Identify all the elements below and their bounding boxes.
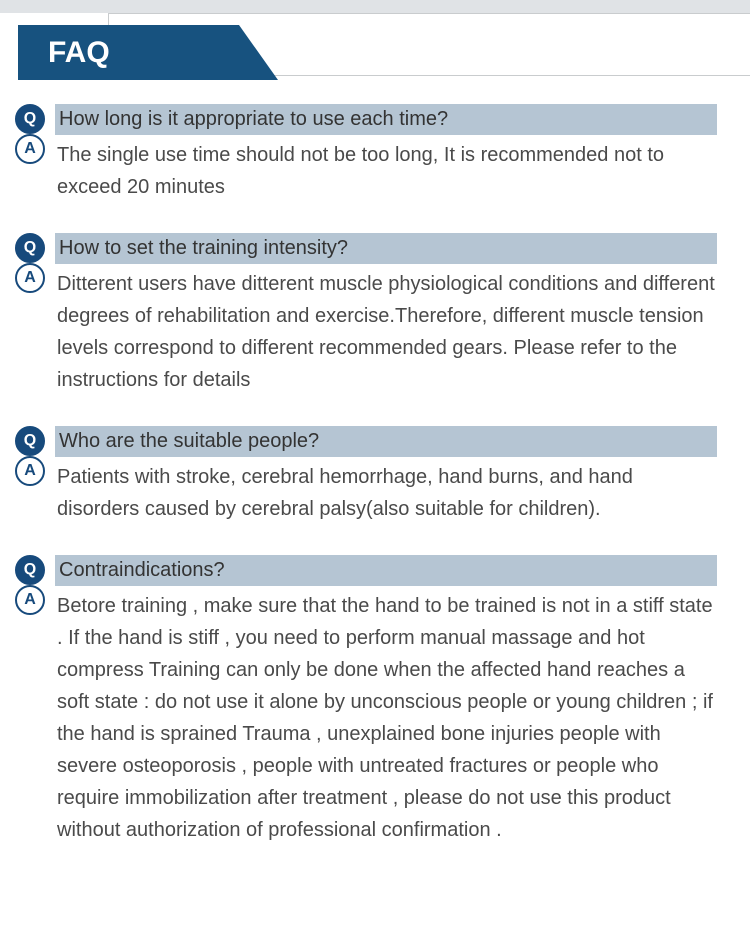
question-badge-icon: Q <box>15 233 45 263</box>
question-text: Contraindications? <box>55 555 717 586</box>
answer-text: Patients with stroke, cerebral hemorrhag… <box>55 461 717 525</box>
answer-badge-icon: A <box>15 456 45 486</box>
faq-item: Q A Who are the suitable people? Patient… <box>0 426 750 525</box>
answer-text: Betore training , make sure that the han… <box>55 590 717 846</box>
faq-content: Who are the suitable people? Patients wi… <box>55 426 717 525</box>
top-strip <box>0 0 750 13</box>
question-badge-icon: Q <box>15 555 45 585</box>
answer-badge-icon: A <box>15 263 45 293</box>
header: FAQ <box>0 13 750 80</box>
answer-text: The single use time should not be too lo… <box>55 139 717 203</box>
badge-column: Q A <box>15 555 45 615</box>
badge-column: Q A <box>15 104 45 164</box>
faq-title-tab: FAQ <box>18 25 278 80</box>
question-text: How long is it appropriate to use each t… <box>55 104 717 135</box>
answer-badge-icon: A <box>15 134 45 164</box>
faq-content: Contraindications? Betore training , mak… <box>55 555 717 846</box>
faq-list: Q A How long is it appropriate to use ea… <box>0 80 750 846</box>
answer-badge-icon: A <box>15 585 45 615</box>
faq-item: Q A How to set the training intensity? D… <box>0 233 750 396</box>
faq-item: Q A How long is it appropriate to use ea… <box>0 104 750 203</box>
question-badge-icon: Q <box>15 104 45 134</box>
badge-column: Q A <box>15 233 45 293</box>
answer-text: Ditterent users have ditterent muscle ph… <box>55 268 717 396</box>
badge-column: Q A <box>15 426 45 486</box>
faq-item: Q A Contraindications? Betore training ,… <box>0 555 750 846</box>
question-text: Who are the suitable people? <box>55 426 717 457</box>
faq-content: How long is it appropriate to use each t… <box>55 104 717 203</box>
faq-content: How to set the training intensity? Ditte… <box>55 233 717 396</box>
question-badge-icon: Q <box>15 426 45 456</box>
question-text: How to set the training intensity? <box>55 233 717 264</box>
